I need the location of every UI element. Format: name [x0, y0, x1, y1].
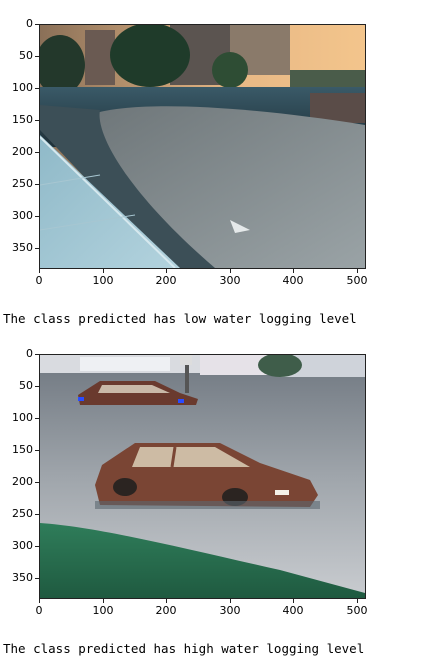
y-tick-label: 50 [19, 379, 33, 392]
x-tick-label: 200 [155, 604, 177, 617]
flooded-street-image [40, 25, 365, 268]
image-frame-2 [39, 354, 366, 599]
x-tick-label: 0 [35, 274, 43, 287]
flooded-cars-image [40, 355, 365, 598]
x-tick-label: 500 [346, 604, 368, 617]
y-tick-label: 300 [12, 209, 33, 222]
y-tick-label: 150 [12, 113, 33, 126]
y-tick-label: 250 [12, 507, 33, 520]
y-tick-label: 50 [19, 49, 33, 62]
x-tick-label: 300 [219, 274, 241, 287]
x-tick-label: 200 [155, 274, 177, 287]
prediction-output-1: The class predicted has low water loggin… [3, 311, 357, 326]
x-tick-label: 400 [282, 274, 304, 287]
y-tick-label: 100 [12, 81, 33, 94]
y-tick-label: 300 [12, 539, 33, 552]
x-tick-label: 100 [92, 604, 114, 617]
x-tick-label: 300 [219, 604, 241, 617]
y-tick-label: 200 [12, 145, 33, 158]
y-tick-label: 350 [12, 241, 33, 254]
y-tick-label: 0 [26, 17, 33, 30]
y-tick-label: 100 [12, 411, 33, 424]
x-tick-label: 400 [282, 604, 304, 617]
image-frame-1 [39, 24, 366, 269]
y-tick-label: 150 [12, 443, 33, 456]
prediction-output-2: The class predicted has high water loggi… [3, 641, 365, 656]
x-tick-label: 500 [346, 274, 368, 287]
y-tick-label: 0 [26, 347, 33, 360]
x-tick-label: 100 [92, 274, 114, 287]
y-tick-label: 250 [12, 177, 33, 190]
x-tick-label: 0 [35, 604, 43, 617]
y-tick-label: 200 [12, 475, 33, 488]
y-tick-label: 350 [12, 571, 33, 584]
